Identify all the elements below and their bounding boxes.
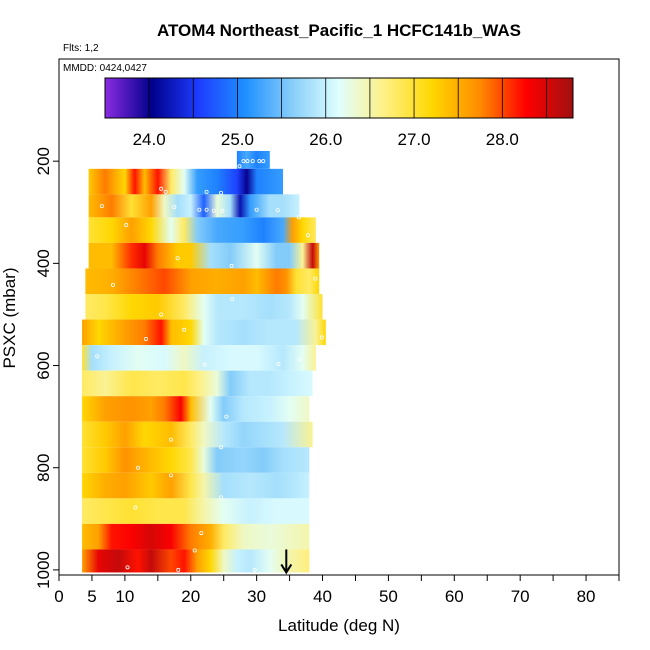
sample-marker xyxy=(224,414,229,419)
heatmap-bands xyxy=(82,150,326,573)
heatmap-band xyxy=(82,421,313,448)
sample-marker xyxy=(257,159,262,164)
location-arrow xyxy=(280,549,293,575)
sample-marker xyxy=(313,276,318,281)
sample-marker xyxy=(220,208,225,213)
sample-marker xyxy=(199,531,204,536)
heatmap-band xyxy=(82,319,326,346)
y-tick-label: 1000 xyxy=(34,551,53,589)
sample-marker xyxy=(237,164,242,169)
sample-marker xyxy=(192,548,197,553)
sample-marker xyxy=(241,159,246,164)
sample-marker xyxy=(312,394,317,399)
sample-marker xyxy=(219,190,224,195)
sample-marker xyxy=(168,473,173,478)
colorbar-tick-label: 28.0 xyxy=(486,130,519,149)
sample-marker xyxy=(159,186,164,191)
sample-marker xyxy=(143,336,148,341)
sample-marker xyxy=(163,189,168,194)
x-tick-label: 5 xyxy=(87,587,96,606)
x-axis-title: Latitude (deg N) xyxy=(278,616,400,635)
sample-marker xyxy=(250,159,255,164)
sample-marker xyxy=(219,495,224,500)
y-tick-label: 200 xyxy=(34,147,53,175)
heatmap-band xyxy=(82,498,310,524)
sample-marker xyxy=(159,312,164,317)
sample-marker xyxy=(319,335,324,340)
sample-marker xyxy=(133,505,138,510)
colorbar xyxy=(104,77,574,119)
x-tick-label: 30 xyxy=(247,587,266,606)
sample-marker xyxy=(296,215,301,220)
sample-marker xyxy=(111,282,116,287)
x-tick-label: 20 xyxy=(181,587,200,606)
y-tick-label: 800 xyxy=(34,454,53,482)
sample-marker xyxy=(125,565,130,570)
heatmap-band xyxy=(88,168,283,195)
sample-marker xyxy=(202,362,207,367)
sample-marker xyxy=(204,207,209,212)
heatmap-band xyxy=(82,345,316,371)
sample-marker xyxy=(219,445,224,450)
sample-marker xyxy=(99,204,104,209)
sample-marker xyxy=(175,256,180,261)
sample-marker xyxy=(172,205,177,210)
sample-marker xyxy=(204,189,209,194)
sample-marker xyxy=(245,159,250,164)
y-tick-label: 600 xyxy=(34,351,53,379)
x-tick-label: 0 xyxy=(54,587,63,606)
heatmap-band xyxy=(85,294,323,320)
heatmap-band xyxy=(85,268,320,295)
sample-marker xyxy=(197,207,202,212)
sample-marker xyxy=(95,354,100,359)
sample-markers xyxy=(95,159,324,572)
x-axis: 0 10 20 30 40 50 60 70 80 5 xyxy=(54,575,620,606)
sample-marker xyxy=(252,567,257,572)
sample-marker xyxy=(229,263,234,268)
sample-marker xyxy=(124,223,129,228)
x-tick-label: 40 xyxy=(313,587,332,606)
sample-marker xyxy=(182,327,187,332)
flights-label: Flts: 1,2 xyxy=(63,43,99,54)
arrow-head xyxy=(280,563,293,575)
sample-marker xyxy=(276,362,281,367)
heatmap-band xyxy=(82,523,310,550)
y-axis: 200 400 600 800 1000 xyxy=(34,147,59,589)
sample-marker xyxy=(176,567,181,572)
heatmap-band xyxy=(82,472,310,499)
y-tick-label: 400 xyxy=(34,249,53,277)
chart-title: ATOM4 Northeast_Pacific_1 HCFC141b_WAS xyxy=(157,21,521,40)
x-tick-label: 10 xyxy=(115,587,134,606)
x-tick-label: 80 xyxy=(577,587,596,606)
colorbar-tick-label: 27.0 xyxy=(398,130,431,149)
sample-marker xyxy=(261,159,266,164)
sample-marker xyxy=(168,437,173,442)
colorbar-ticks: 24.0 25.0 26.0 27.0 28.0 xyxy=(133,78,547,149)
heatmap-band xyxy=(82,447,310,473)
colorbar-tick-label: 26.0 xyxy=(309,130,342,149)
heatmap-band xyxy=(82,396,310,422)
sample-marker xyxy=(230,297,235,302)
heatmap-band xyxy=(82,549,310,573)
sample-marker xyxy=(211,208,216,213)
x-tick-label: 60 xyxy=(445,587,464,606)
sample-marker xyxy=(306,233,311,238)
sample-marker xyxy=(254,207,259,212)
colorbar-tick-label: 25.0 xyxy=(221,130,254,149)
sample-marker xyxy=(136,465,141,470)
heatmap-band xyxy=(88,242,320,269)
x-tick-label: 70 xyxy=(511,587,530,606)
sample-marker xyxy=(297,357,302,362)
plot-frame xyxy=(58,58,620,576)
heatmap-band xyxy=(88,217,316,243)
heatmap-band xyxy=(88,194,300,218)
sample-marker xyxy=(275,208,280,213)
y-axis-title: PSXC (mbar) xyxy=(0,267,19,368)
heatmap-band xyxy=(82,370,313,397)
colorbar-tick-label: 24.0 xyxy=(133,130,166,149)
dates-label: MMDD: 0424,0427 xyxy=(63,63,147,74)
x-tick-label: 50 xyxy=(379,587,398,606)
